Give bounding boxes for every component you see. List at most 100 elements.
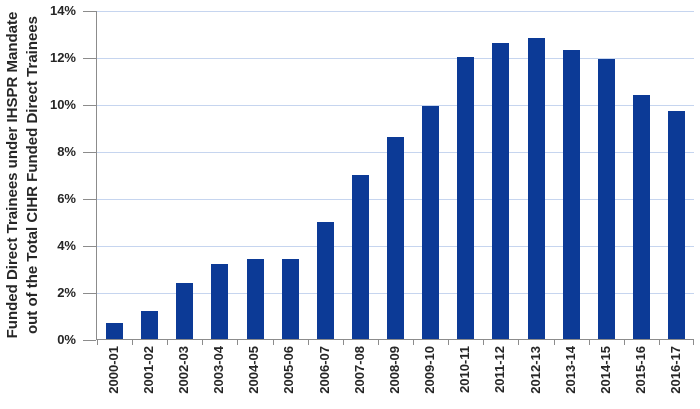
x-label-slot: 2001-02 [131,346,166,408]
x-tick-label-2014-15: 2014-15 [597,346,613,394]
x-tick-mark [307,340,309,345]
x-label-slot: 2013-14 [553,346,588,408]
x-label-slot: 2014-15 [588,346,623,408]
x-tick-mark [97,340,98,345]
x-tick-mark [413,340,415,345]
x-axis-labels: 2000-01 2001-02 2002-03 2003-04 2004-05 2005-… [96,346,694,408]
gridline-12pct [97,57,694,59]
y-tick-label: 10% [49,97,76,112]
y-tick-mark [83,293,96,294]
bar-slot [202,11,237,339]
x-label-slot: 2010-11 [448,346,483,408]
bar-slot [343,11,378,339]
y-tick-label: 4% [57,238,76,253]
x-tick-mark [202,340,204,345]
bar-2006-07 [316,221,334,339]
bar-slot [624,11,659,339]
bar-2001-02 [141,310,159,339]
bar-2010-11 [457,57,475,339]
bar-2002-03 [176,282,194,339]
bar-2008-09 [387,136,405,339]
bar-slot [483,11,518,339]
x-tick-label-2015-16: 2015-16 [633,346,649,394]
x-tick-label-2000-01: 2000-01 [105,346,121,394]
x-tick-mark [342,340,344,345]
x-tick-label-2002-03: 2002-03 [175,346,191,394]
x-tick-mark [518,340,520,345]
x-label-slot: 2009-10 [413,346,448,408]
bar-slot [308,11,343,339]
x-tick-label-2012-13: 2012-13 [527,346,543,394]
x-tick-label-2009-10: 2009-10 [422,346,438,394]
x-tick-label-2010-11: 2010-11 [457,346,473,393]
x-tick-label-2008-09: 2008-09 [386,346,402,394]
y-tick-mark [83,11,96,12]
y-tick-mark [83,340,96,341]
bar-2014-15 [597,59,615,339]
x-tick-mark [483,340,485,345]
x-tick-mark [623,340,625,345]
bar-2007-08 [351,174,369,339]
x-tick-mark [448,340,450,345]
x-tick-mark [132,340,134,345]
x-tick-mark [553,340,555,345]
x-label-slot: 2005-06 [272,346,307,408]
x-label-slot: 2006-07 [307,346,342,408]
bar-slot [273,11,308,339]
y-tick-label: 12% [49,50,76,65]
x-tick-label-2007-08: 2007-08 [351,346,367,394]
plot-area [96,10,694,345]
bar-2011-12 [492,42,510,339]
x-tick-label-2006-07: 2006-07 [316,346,332,394]
x-tick-mark [658,340,660,345]
bar-slot [238,11,273,339]
bar-2012-13 [527,38,545,339]
y-tick-mark [83,152,96,153]
y-tick-label: 14% [49,3,76,18]
bar-2009-10 [422,106,440,339]
x-tick-label-2001-02: 2001-02 [140,346,156,394]
x-tick-label-2013-14: 2013-14 [562,346,578,394]
y-tick-mark [83,58,96,59]
y-tick-mark [83,105,96,106]
x-label-slot: 2016-17 [659,346,694,408]
bar-2004-05 [246,259,264,339]
bar-2013-14 [562,49,580,339]
bar-slot [413,11,448,339]
x-label-slot: 2000-01 [96,346,131,408]
bar-slot [97,11,132,339]
y-tick-mark [83,199,96,200]
bar-2003-04 [211,263,229,339]
x-label-slot: 2004-05 [237,346,272,408]
x-tick-mark [588,340,590,345]
x-label-slot: 2002-03 [166,346,201,408]
bar-slot [167,11,202,339]
bar-2005-06 [281,259,299,339]
bar-slot [554,11,589,339]
x-label-slot: 2003-04 [202,346,237,408]
x-label-slot: 2011-12 [483,346,518,408]
x-label-slot: 2007-08 [342,346,377,408]
bar-slot [132,11,167,339]
x-tick-mark [272,340,274,345]
y-tick-label: 2% [57,285,76,300]
x-label-slot: 2012-13 [518,346,553,408]
bar-slot [589,11,624,339]
gridline-14pct [97,10,694,12]
x-tick-label-2016-17: 2016-17 [668,346,684,394]
bar-2000-01 [106,322,124,339]
bar-slot [448,11,483,339]
x-tick-mark [167,340,169,345]
x-label-slot: 2015-16 [624,346,659,408]
x-label-slot: 2008-09 [377,346,412,408]
bar-slot [378,11,413,339]
bar-2016-17 [668,111,686,339]
bar-series [97,11,694,339]
x-tick-label-2005-06: 2005-06 [281,346,297,394]
bar-slot [519,11,554,339]
x-tick-mark [693,340,694,345]
x-tick-label-2003-04: 2003-04 [211,346,227,394]
x-tick-mark [377,340,379,345]
gridline-10pct [97,104,694,106]
